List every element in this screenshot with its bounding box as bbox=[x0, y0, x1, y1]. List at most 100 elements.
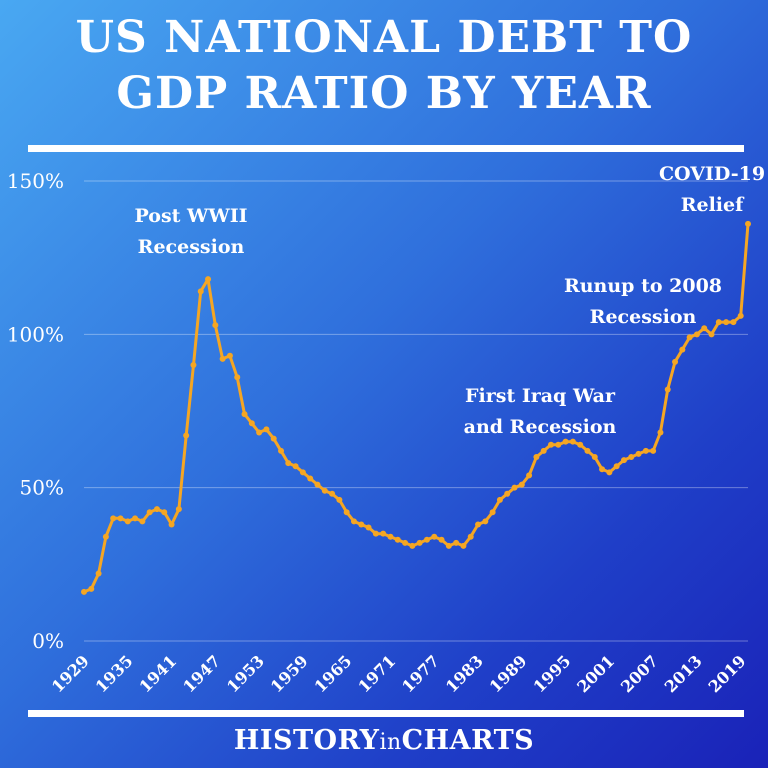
data-point bbox=[248, 420, 255, 427]
data-point bbox=[205, 276, 212, 283]
data-point bbox=[234, 374, 241, 381]
data-point bbox=[562, 438, 569, 445]
brand-text-charts: CHARTS bbox=[401, 725, 535, 756]
data-point bbox=[708, 331, 715, 338]
data-point bbox=[489, 509, 496, 516]
annotation-label: Recession bbox=[590, 306, 697, 328]
data-point bbox=[526, 472, 533, 479]
annotation-label: First Iraq War bbox=[465, 385, 616, 407]
data-point bbox=[475, 521, 482, 528]
brand-logo: HISTORYinCHARTS bbox=[0, 724, 768, 760]
data-point bbox=[635, 450, 642, 457]
x-tick-label: 1971 bbox=[354, 651, 399, 696]
data-point bbox=[445, 542, 452, 549]
x-tick-label: 1929 bbox=[48, 651, 93, 696]
data-point bbox=[409, 542, 416, 549]
data-point bbox=[672, 358, 679, 365]
data-point bbox=[745, 220, 751, 227]
data-point bbox=[358, 521, 365, 528]
x-tick-label: 2013 bbox=[661, 651, 706, 696]
annotation-label: Post WWII bbox=[135, 205, 248, 227]
data-point bbox=[336, 496, 343, 503]
x-tick-label: 1941 bbox=[135, 651, 180, 696]
data-point bbox=[701, 325, 708, 332]
data-point bbox=[569, 438, 576, 445]
annotation-label: and Recession bbox=[464, 416, 617, 438]
data-point bbox=[175, 506, 182, 513]
data-point bbox=[642, 447, 649, 454]
data-point bbox=[482, 518, 489, 525]
data-point bbox=[577, 441, 584, 448]
x-tick-label: 1995 bbox=[529, 651, 574, 696]
data-point bbox=[256, 429, 263, 436]
data-point bbox=[292, 463, 299, 470]
data-point bbox=[263, 426, 270, 433]
data-point bbox=[438, 536, 445, 543]
page-title: US NATIONAL DEBT TO GDP RATIO BY YEAR bbox=[0, 10, 768, 122]
data-point bbox=[219, 355, 226, 362]
x-tick-label: 1965 bbox=[311, 651, 356, 696]
data-point bbox=[146, 509, 153, 516]
x-tick-label: 1989 bbox=[486, 651, 531, 696]
data-point bbox=[715, 319, 722, 326]
data-point bbox=[270, 435, 277, 442]
data-point bbox=[547, 441, 554, 448]
data-point bbox=[460, 542, 467, 549]
data-point bbox=[197, 288, 204, 295]
data-point bbox=[467, 533, 474, 540]
y-tick-label: 150% bbox=[7, 169, 64, 193]
x-tick-label: 2001 bbox=[573, 651, 618, 696]
data-point bbox=[693, 331, 700, 338]
y-tick-label: 100% bbox=[7, 322, 64, 346]
data-point bbox=[613, 463, 620, 470]
data-point bbox=[679, 346, 686, 353]
data-point bbox=[102, 533, 109, 540]
data-point bbox=[664, 386, 671, 393]
data-point bbox=[453, 539, 460, 546]
data-point bbox=[226, 352, 233, 359]
data-point bbox=[555, 441, 562, 448]
data-point bbox=[402, 539, 409, 546]
data-point bbox=[183, 432, 190, 439]
data-point bbox=[380, 530, 387, 537]
data-point bbox=[730, 319, 737, 326]
data-point bbox=[686, 334, 693, 341]
data-point bbox=[314, 481, 321, 488]
data-point bbox=[518, 481, 525, 488]
data-point bbox=[124, 518, 131, 525]
data-point bbox=[350, 518, 357, 525]
data-point bbox=[584, 447, 591, 454]
data-point bbox=[110, 515, 117, 522]
data-point bbox=[190, 362, 197, 368]
data-point bbox=[153, 506, 160, 513]
data-point bbox=[278, 447, 285, 454]
data-point bbox=[81, 588, 87, 595]
data-point bbox=[599, 466, 606, 473]
data-point bbox=[511, 484, 518, 491]
data-point bbox=[161, 509, 168, 516]
annotation-label: Runup to 2008 bbox=[564, 275, 722, 297]
data-point bbox=[620, 457, 627, 464]
data-point bbox=[139, 518, 146, 525]
data-point bbox=[650, 447, 657, 454]
x-tick-label: 1953 bbox=[223, 651, 268, 696]
x-tick-label: 1947 bbox=[179, 651, 224, 696]
data-point bbox=[212, 322, 219, 329]
y-tick-label: 50% bbox=[20, 476, 64, 500]
data-point bbox=[423, 536, 430, 543]
data-point bbox=[394, 536, 401, 543]
data-point bbox=[343, 509, 350, 516]
annotation-label: Relief bbox=[681, 194, 745, 216]
data-point bbox=[540, 447, 547, 454]
data-point bbox=[533, 454, 540, 460]
x-tick-label: 1959 bbox=[267, 651, 312, 696]
data-point bbox=[285, 460, 292, 467]
title-line-2: GDP RATIO BY YEAR bbox=[116, 68, 652, 119]
annotation-label: COVID-19 bbox=[659, 163, 765, 185]
data-point bbox=[723, 319, 730, 326]
data-point bbox=[365, 524, 372, 531]
x-tick-label: 1935 bbox=[92, 651, 137, 696]
bottom-divider bbox=[28, 710, 744, 717]
data-point bbox=[628, 454, 635, 460]
y-tick-label: 0% bbox=[32, 629, 64, 653]
